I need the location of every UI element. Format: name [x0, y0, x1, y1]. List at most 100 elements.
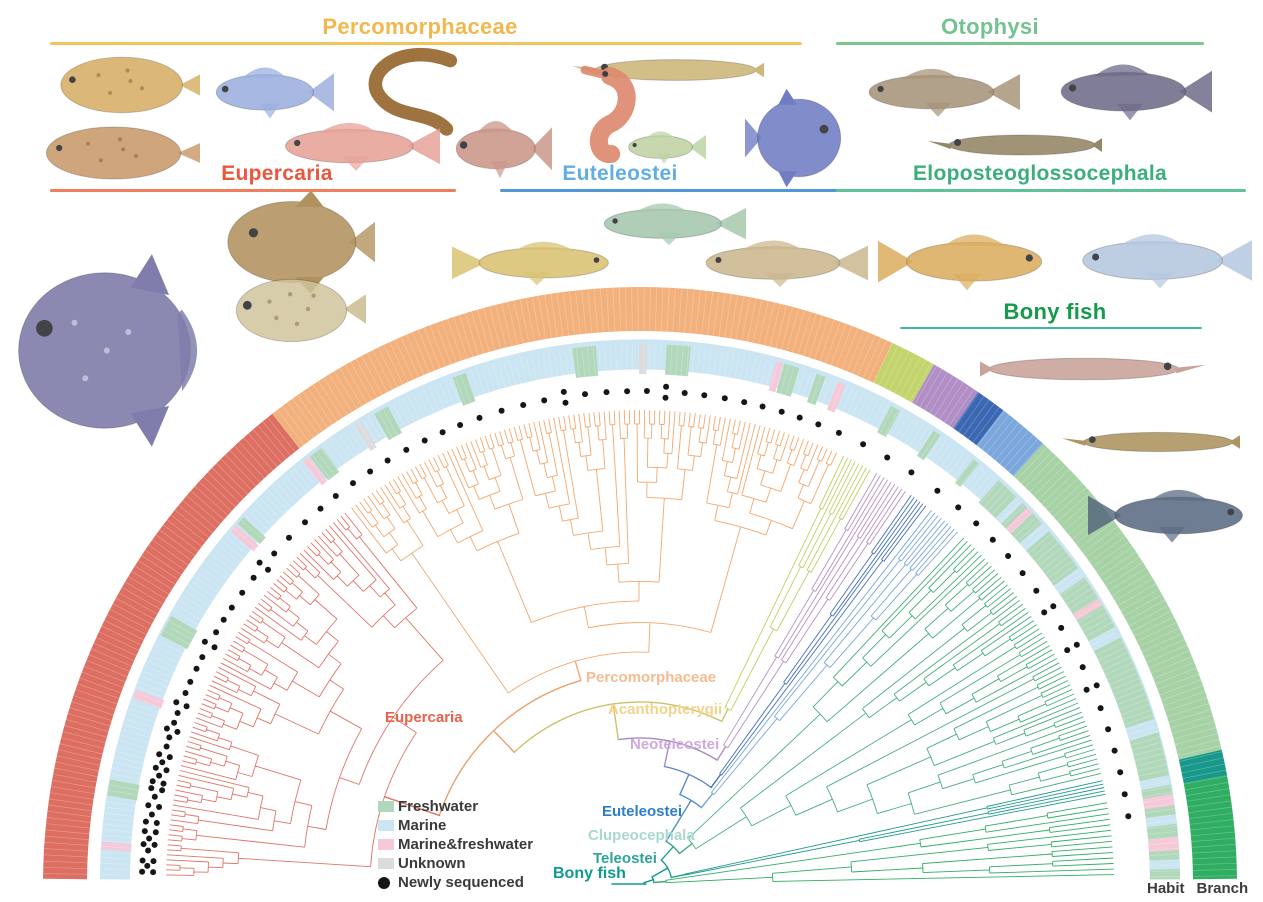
newly-sequenced-dot: [1105, 726, 1112, 733]
fish-ricefish-illustration: [628, 131, 706, 164]
newly-sequenced-dot: [148, 811, 155, 818]
fish-eel-illustration: [368, 47, 458, 136]
habit-ring-segment: [1145, 814, 1177, 828]
fish-ocean-sunfish-illustration: [18, 254, 198, 447]
fish-rainbow-trout-illustration: [705, 240, 868, 287]
newly-sequenced-dot: [163, 725, 170, 732]
newly-sequenced-dot: [350, 480, 356, 487]
group-label-percomorphaceae: Percomorphaceae: [322, 14, 518, 39]
newly-sequenced-dot: [174, 710, 181, 716]
habit-ring-segment: [1142, 793, 1175, 810]
newly-sequenced-dot: [1097, 705, 1104, 712]
newly-sequenced-dot: [302, 519, 308, 526]
newly-sequenced-dot: [144, 862, 151, 869]
newly-sequenced-dot: [139, 868, 146, 875]
newly-sequenced-dot: [256, 559, 263, 566]
branch-ring-segment: [272, 287, 893, 449]
clade-neoteleostei: [723, 473, 906, 749]
newly-sequenced-dot: [151, 841, 158, 848]
fish-catfish-illustration: [868, 68, 1020, 117]
fish-lionfish-illustration: [455, 120, 552, 179]
newly-sequenced-dot: [498, 407, 505, 414]
habit-ring-segment: [806, 373, 826, 406]
habit-ring-segment: [132, 689, 165, 709]
node-label-neoteleostei: Neoteleostei: [630, 736, 720, 753]
habit-ring-segment: [954, 459, 980, 488]
habit-ring-segment: [374, 406, 403, 441]
branch-ring-segment: [873, 342, 934, 403]
branch-ring-segment: [1183, 775, 1237, 880]
habit-ring-segment: [1053, 568, 1085, 595]
newly-sequenced-dot: [166, 734, 173, 741]
legend-label: Newly sequenced: [398, 874, 524, 891]
habit-ring-segment: [1005, 507, 1033, 534]
newly-sequenced-dot: [250, 574, 257, 581]
habit-ring-segment: [1139, 775, 1171, 791]
group-underline-euteleostei: [500, 189, 867, 192]
newly-sequenced-dot: [286, 534, 292, 541]
habit-ring-segment: [107, 779, 140, 801]
newly-sequenced-dot: [152, 829, 159, 836]
newly-sequenced-dot: [150, 858, 157, 865]
newly-sequenced-dot: [721, 395, 728, 402]
newly-sequenced-dot: [1050, 603, 1057, 610]
habit-ring-segment: [1088, 627, 1121, 651]
fish-tripodfish-illustration: [215, 67, 334, 119]
fish-flounder-illustration: [60, 56, 200, 114]
newly-sequenced-dot: [160, 780, 167, 787]
newly-sequenced-dot: [367, 468, 374, 475]
habit-ring-segment: [995, 496, 1023, 524]
legend-swatch: [378, 801, 394, 812]
newly-sequenced-dot: [934, 487, 941, 494]
clade-teal: [684, 780, 1106, 876]
newly-sequenced-dot: [171, 719, 178, 726]
newly-sequenced-dot: [1041, 609, 1048, 616]
newly-sequenced-dot: [140, 841, 147, 848]
newly-sequenced-dot: [182, 690, 189, 696]
branch-ring-segment: [43, 413, 300, 880]
fish-illustrations: [18, 47, 1252, 543]
legend-item: Newly sequenced: [378, 873, 533, 892]
branch-ring-segment: [1178, 749, 1227, 784]
legend-swatch: [378, 858, 394, 869]
newly-sequenced-dot: [183, 703, 190, 710]
newly-sequenced-dot: [199, 654, 206, 661]
habit-ring-segment: [101, 841, 132, 852]
habit-ring-segment: [639, 343, 647, 374]
newly-sequenced-dot: [681, 390, 688, 396]
node-label-bony-fish: Bony fish: [553, 865, 626, 882]
fish-splitfin-illustration: [285, 122, 440, 171]
group-label-otophysi: Otophysi: [941, 14, 1039, 39]
newly-sequenced-dot: [1125, 813, 1132, 820]
habit-ring-segment: [917, 430, 941, 461]
newly-sequenced-dot: [142, 818, 149, 825]
newly-sequenced-dot: [265, 566, 271, 573]
newly-sequenced-dot: [163, 767, 170, 774]
newly-sequenced-dot: [796, 414, 803, 421]
newly-sequenced-dot: [1064, 647, 1071, 654]
habit-ring-segment: [1125, 718, 1159, 741]
group-label-eupercaria: Eupercaria: [221, 162, 333, 185]
newly-sequenced-dot: [1117, 769, 1124, 776]
phylo-tree: [166, 409, 1114, 884]
habit-legend: Freshwater Marine Marine&freshwater Unknown…: [378, 797, 533, 892]
habit-ring-segment: [452, 372, 476, 406]
newly-sequenced-dot: [159, 787, 166, 794]
newly-sequenced-dot: [332, 493, 339, 499]
newly-sequenced-dot: [174, 728, 181, 735]
newly-sequenced-dot: [201, 638, 208, 645]
newly-sequenced-dot: [163, 743, 170, 750]
newly-sequenced-dot: [141, 828, 148, 835]
group-label-euteleostei: Euteleostei: [562, 162, 678, 185]
branch-ring-segment: [976, 410, 1044, 477]
fish-gar-illustration: [980, 357, 1206, 381]
branch-ring-segment: [912, 364, 979, 429]
newly-sequenced-dot: [151, 793, 158, 800]
habit-ring-segment: [1073, 598, 1103, 621]
newly-sequenced-dot: [989, 536, 996, 543]
group-label-eloposteoglossocephala: Eloposteoglossocephala: [913, 162, 1167, 185]
newly-sequenced-dot: [624, 388, 631, 395]
newly-sequenced-dot: [457, 422, 464, 428]
